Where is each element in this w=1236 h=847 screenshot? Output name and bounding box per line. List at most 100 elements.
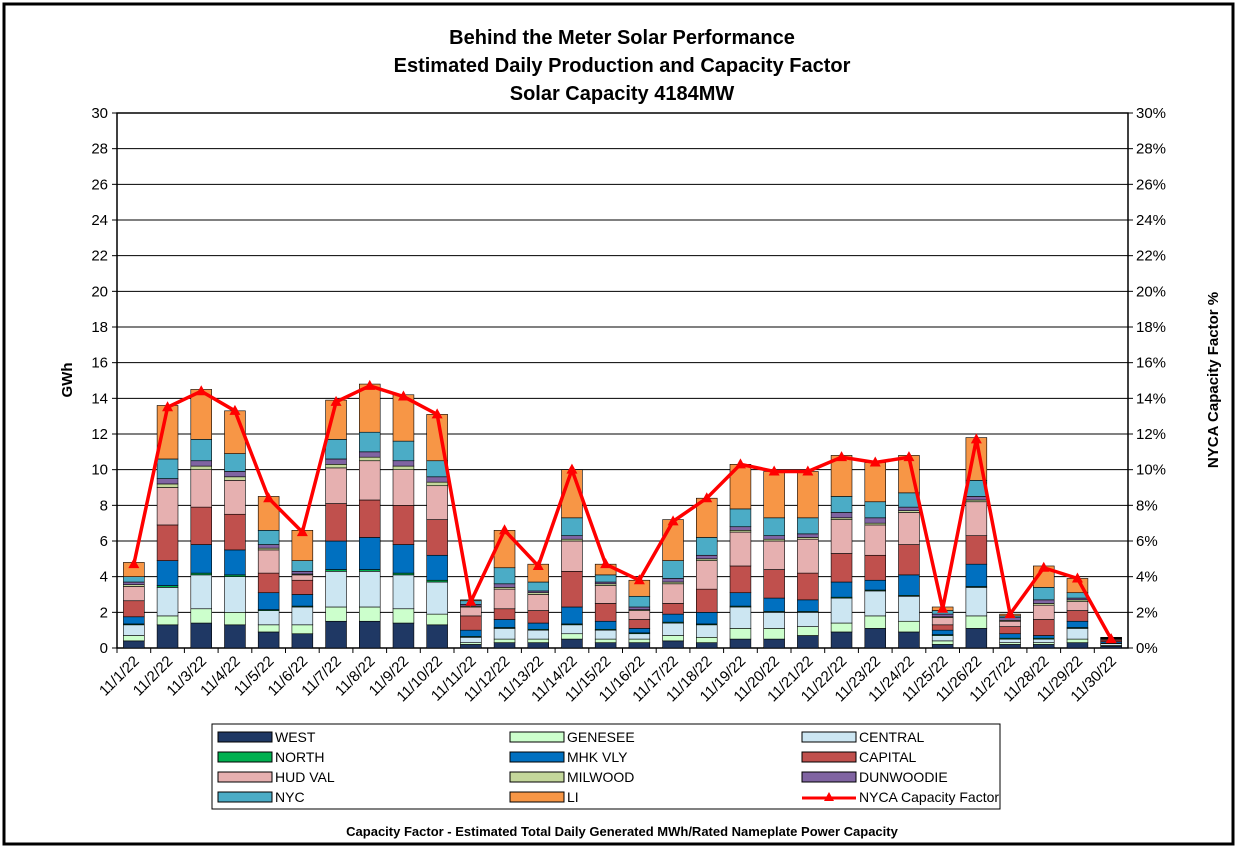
bar-segment xyxy=(628,606,651,610)
line-marker xyxy=(903,451,915,462)
bar-segment xyxy=(325,467,347,504)
bar-segment xyxy=(493,638,516,643)
bar-segment xyxy=(561,571,583,608)
bar-segment xyxy=(224,453,246,472)
line-marker xyxy=(195,385,207,396)
legend-label: CAPITAL xyxy=(859,749,917,765)
line-marker xyxy=(229,404,241,415)
bar-segment xyxy=(392,460,415,467)
line-marker xyxy=(162,401,174,412)
bar-segment xyxy=(325,540,347,570)
chart-title: Estimated Daily Production and Capacity … xyxy=(394,55,851,77)
bar-segment xyxy=(257,610,280,626)
bar-segment xyxy=(898,574,920,596)
legend-label: HUD VAL xyxy=(275,769,335,785)
bar-segment xyxy=(426,519,448,556)
line-marker xyxy=(364,379,376,390)
bar-segment xyxy=(763,612,785,629)
bar-segment xyxy=(359,571,381,608)
bar-segment xyxy=(696,612,718,625)
bar-segment xyxy=(965,501,988,536)
line-marker xyxy=(734,458,746,469)
bar-segment xyxy=(797,612,819,627)
bar-segment xyxy=(156,458,179,479)
bar-segment xyxy=(628,595,651,608)
bar-segment xyxy=(864,615,886,629)
bar-segment xyxy=(797,635,819,649)
bar-segment xyxy=(628,642,651,649)
y-axis-title: GWh xyxy=(59,363,76,398)
bar-segment xyxy=(190,469,212,508)
bar-segment xyxy=(696,560,718,590)
bar-segment xyxy=(1033,587,1055,601)
line-marker xyxy=(397,390,409,401)
bar-segment xyxy=(594,603,617,622)
bar-segment xyxy=(662,560,684,579)
line-marker xyxy=(499,524,511,535)
bar-segment xyxy=(594,642,617,649)
bar-segment xyxy=(1033,604,1055,620)
bar-segment xyxy=(1066,628,1089,640)
bar-segment xyxy=(392,622,415,649)
bar-segment xyxy=(493,567,516,585)
bar-segment xyxy=(628,619,651,629)
y-tick-label: 8 xyxy=(100,497,108,514)
line-marker xyxy=(566,463,578,474)
bar-segment xyxy=(156,615,179,626)
bar-segment xyxy=(965,615,988,629)
bar-segment xyxy=(291,594,314,607)
bar-segment xyxy=(965,628,988,649)
bar-segment xyxy=(460,636,482,643)
bar-segment xyxy=(123,616,145,625)
bar-segment xyxy=(763,471,785,519)
bar-segment xyxy=(763,638,785,649)
y-tick-label: 4 xyxy=(100,569,108,586)
bar-segment xyxy=(797,533,819,538)
bar-segment xyxy=(729,628,752,640)
bar-segment xyxy=(830,631,853,649)
bar-segment xyxy=(729,606,752,629)
bar-segment xyxy=(224,471,246,478)
line-marker xyxy=(1038,561,1050,572)
bar-segment xyxy=(797,471,819,519)
bar-segment xyxy=(190,608,212,624)
bar-segment xyxy=(662,622,684,636)
bar-segment xyxy=(291,579,314,595)
legend-swatch xyxy=(801,771,857,783)
bar-segment xyxy=(359,431,381,453)
bar-segment xyxy=(493,642,516,649)
bar-segment xyxy=(729,508,752,528)
bar-segment xyxy=(123,576,145,583)
bar-segment xyxy=(561,517,583,536)
bar-segment xyxy=(392,440,415,462)
bar-segment xyxy=(224,576,246,613)
bar-segment xyxy=(999,633,1021,639)
bar-segment xyxy=(763,628,785,640)
bar-segment xyxy=(729,638,752,649)
chart-title: Behind the Meter Solar Performance xyxy=(449,27,795,49)
bar-segment xyxy=(1066,610,1089,622)
bar-segment xyxy=(527,638,549,643)
bar-segment xyxy=(224,612,246,626)
bar-segment xyxy=(696,642,718,649)
bar-segment xyxy=(931,617,954,626)
bar-segment xyxy=(257,572,280,594)
bar-segment xyxy=(224,476,246,481)
bar-segment xyxy=(561,624,583,635)
y-tick-label: 28 xyxy=(91,141,108,158)
y-tick-label: 24 xyxy=(91,212,108,229)
bar-segment xyxy=(830,496,853,513)
bar-segment xyxy=(864,628,886,649)
bar-segment xyxy=(1033,619,1055,636)
bar-segment xyxy=(257,549,280,574)
bar-segment xyxy=(359,451,381,458)
bar-segment xyxy=(392,574,415,610)
bar-segment xyxy=(864,517,886,524)
legend-label: GENESEE xyxy=(567,729,635,745)
y2-tick-label: 10% xyxy=(1136,462,1166,479)
bar-segment xyxy=(628,628,651,634)
line-marker xyxy=(600,558,612,569)
y-tick-label: 20 xyxy=(91,283,108,300)
bar-segment xyxy=(864,462,886,503)
